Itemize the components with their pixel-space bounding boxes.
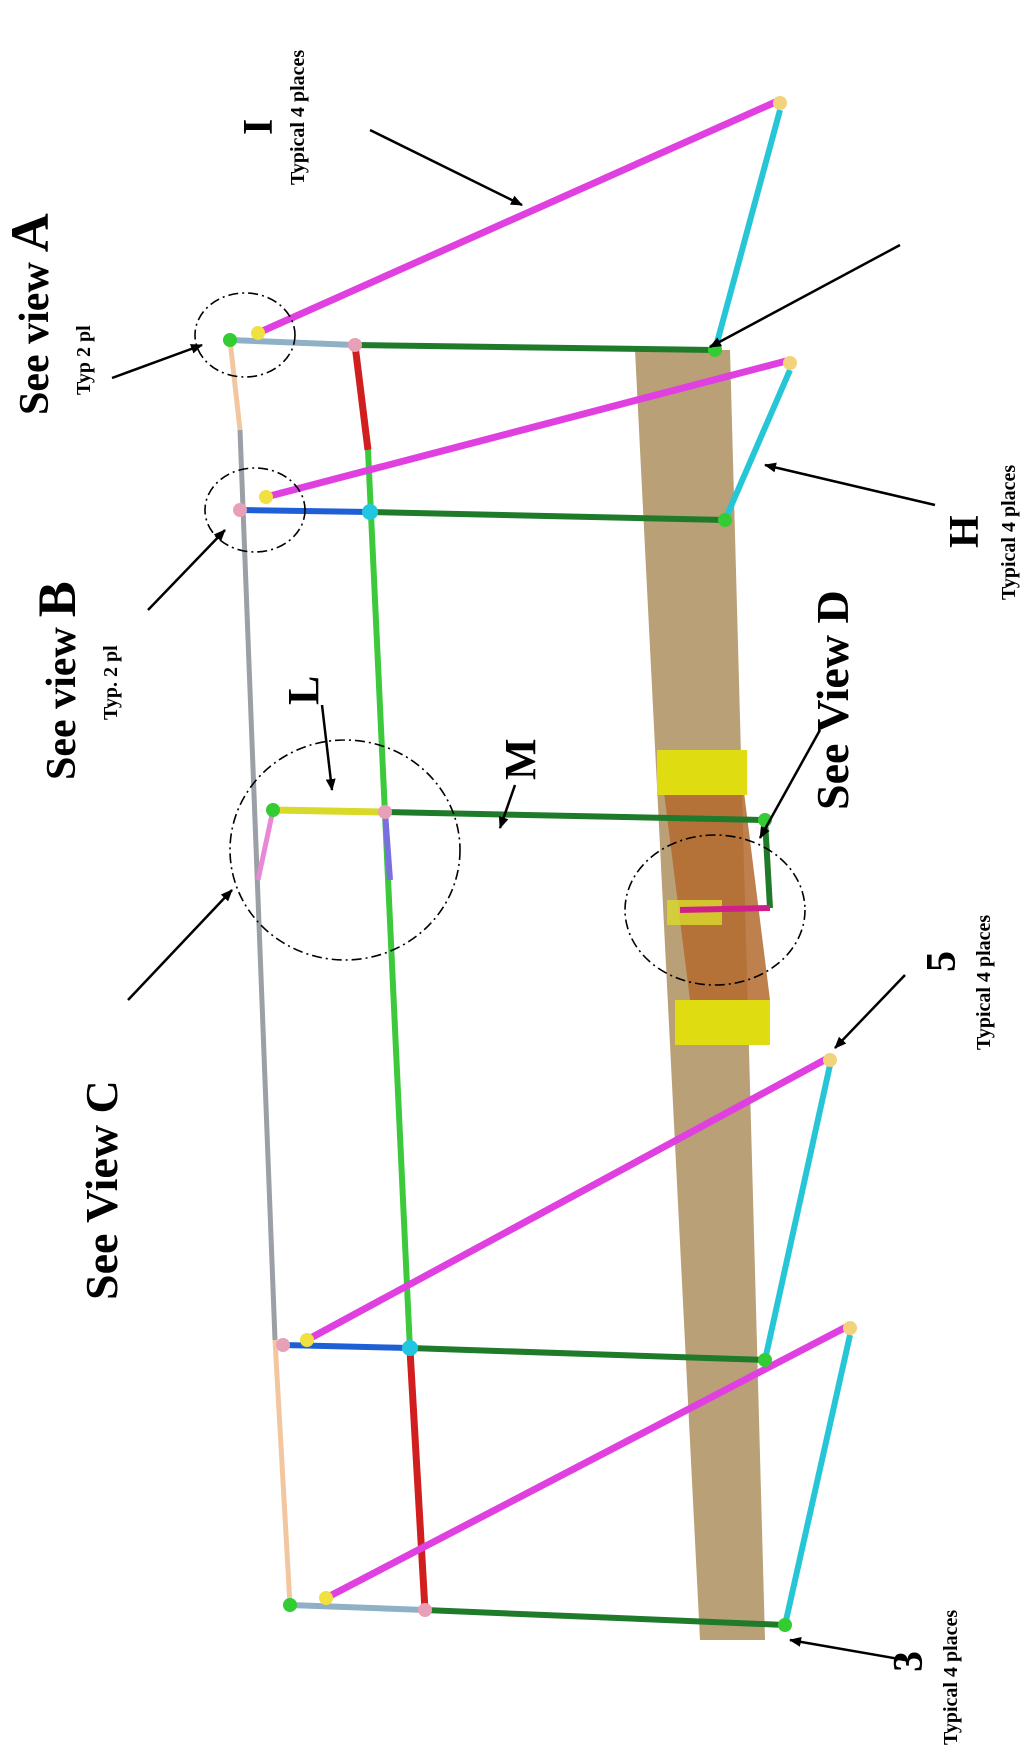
callout-circle-view-d	[624, 834, 806, 986]
joint-strut-end-2	[783, 356, 797, 370]
frame-posts	[229, 337, 786, 1628]
joint-rail-1	[348, 338, 362, 352]
label-5-typ: Typical 4 places	[973, 915, 995, 1050]
joint-top-rail-1	[223, 333, 237, 347]
post-1	[354, 342, 716, 353]
joint-strut-end-1	[773, 96, 787, 110]
joint-post-foot-2	[718, 513, 732, 527]
post-3-foot	[679, 905, 771, 913]
joint-rail-3	[378, 805, 392, 819]
post-2	[369, 509, 726, 523]
label-h-typ: Typical 4 places	[998, 465, 1020, 600]
base-foundation	[635, 350, 770, 1640]
arrow-view-b	[147, 529, 226, 611]
joint-brace-top-4	[319, 1591, 333, 1605]
joint-top-rail-5	[283, 1598, 297, 1612]
callout-circle-view-a	[194, 292, 296, 378]
lower-strut-2	[722, 368, 793, 522]
post-3-top-brace	[255, 809, 276, 881]
base-pad-upper	[657, 750, 747, 795]
joint-top-rail-3	[266, 803, 280, 817]
post-3	[384, 809, 766, 823]
post-4	[409, 1345, 766, 1363]
inner-rail-red-upper	[351, 344, 372, 451]
lower-strut-4	[782, 1334, 853, 1626]
arrow-h	[764, 462, 936, 507]
lower-struts	[712, 109, 853, 1626]
inner-rail-red-lower	[406, 1349, 429, 1611]
post-3-upper-link	[272, 806, 386, 816]
diagonal-brace-4	[324, 1321, 852, 1602]
label-view-c: See View C	[76, 1080, 127, 1300]
detail-callouts	[194, 292, 806, 986]
joints	[223, 96, 857, 1632]
arrow-l	[320, 704, 336, 791]
top-rails	[227, 339, 293, 1606]
top-rail-segment-upper	[227, 339, 243, 431]
joint-strut-end-3	[823, 1053, 837, 1067]
joint-brace-top-2	[259, 490, 273, 504]
label-view-d: See View D	[807, 590, 858, 810]
joint-post-foot-5	[778, 1618, 792, 1632]
post-5	[424, 1607, 786, 1628]
joint-rail-4	[402, 1340, 418, 1356]
base-pad-lower	[675, 1000, 770, 1045]
lower-strut-1	[712, 109, 783, 351]
arrow-upper-right	[709, 243, 901, 349]
arrow-3	[789, 1636, 906, 1662]
post-4-upper-link	[282, 1342, 411, 1351]
post-3-return	[762, 819, 773, 909]
joint-brace-top-3	[300, 1333, 314, 1347]
label-l: L	[279, 676, 328, 705]
label-view-b: See viewB	[27, 581, 87, 780]
label-view-a-typ: Typ 2 pl	[73, 325, 95, 395]
arrow-5	[834, 974, 906, 1049]
joint-rail-2	[362, 504, 378, 520]
leader-arrows	[111, 128, 936, 1662]
arrow-view-a	[111, 343, 203, 380]
label-i: I	[236, 119, 282, 135]
callout-circle-view-b	[204, 467, 306, 553]
arrow-m	[498, 784, 517, 829]
arrow-view-c	[127, 889, 233, 1001]
top-rail-segment-middle	[237, 429, 278, 1341]
post-1-upper-link	[229, 337, 356, 348]
arrow-view-d	[758, 729, 822, 839]
joint-post-foot-4	[758, 1353, 772, 1367]
joint-top-rail-4	[276, 1338, 290, 1352]
callout-circle-view-c	[229, 739, 461, 961]
diagonal-braces	[256, 96, 852, 1602]
top-rail-segment-lower	[272, 1339, 293, 1606]
label-3: 3	[886, 1651, 932, 1672]
joint-rail-5	[418, 1603, 432, 1617]
label-m: M	[496, 738, 545, 780]
inner-rails	[351, 344, 429, 1611]
diagonal-brace-1	[256, 96, 782, 337]
joint-brace-top-1	[251, 326, 265, 340]
label-view-a: See viewA	[0, 213, 60, 415]
label-h: H	[942, 515, 988, 548]
post-3-brace	[382, 811, 393, 881]
diagonal-brace-2	[265, 356, 791, 501]
label-i-typ: Typical 4 places	[287, 50, 309, 185]
inner-rail-green	[365, 449, 413, 1351]
joint-top-rail-2	[233, 503, 247, 517]
diagonal-brace-3	[305, 1053, 832, 1344]
post-5-upper-link	[289, 1602, 426, 1613]
label-3-typ: Typical 4 places	[940, 1610, 962, 1745]
label-view-b-typ: Typ. 2 pl	[100, 645, 122, 720]
annotations: See viewA Typ 2 pl See viewB Typ. 2 pl S…	[0, 50, 1020, 1745]
arrow-i	[369, 128, 523, 207]
joint-strut-end-4	[843, 1321, 857, 1335]
lower-strut-3	[762, 1064, 833, 1361]
label-5: 5	[919, 951, 965, 972]
